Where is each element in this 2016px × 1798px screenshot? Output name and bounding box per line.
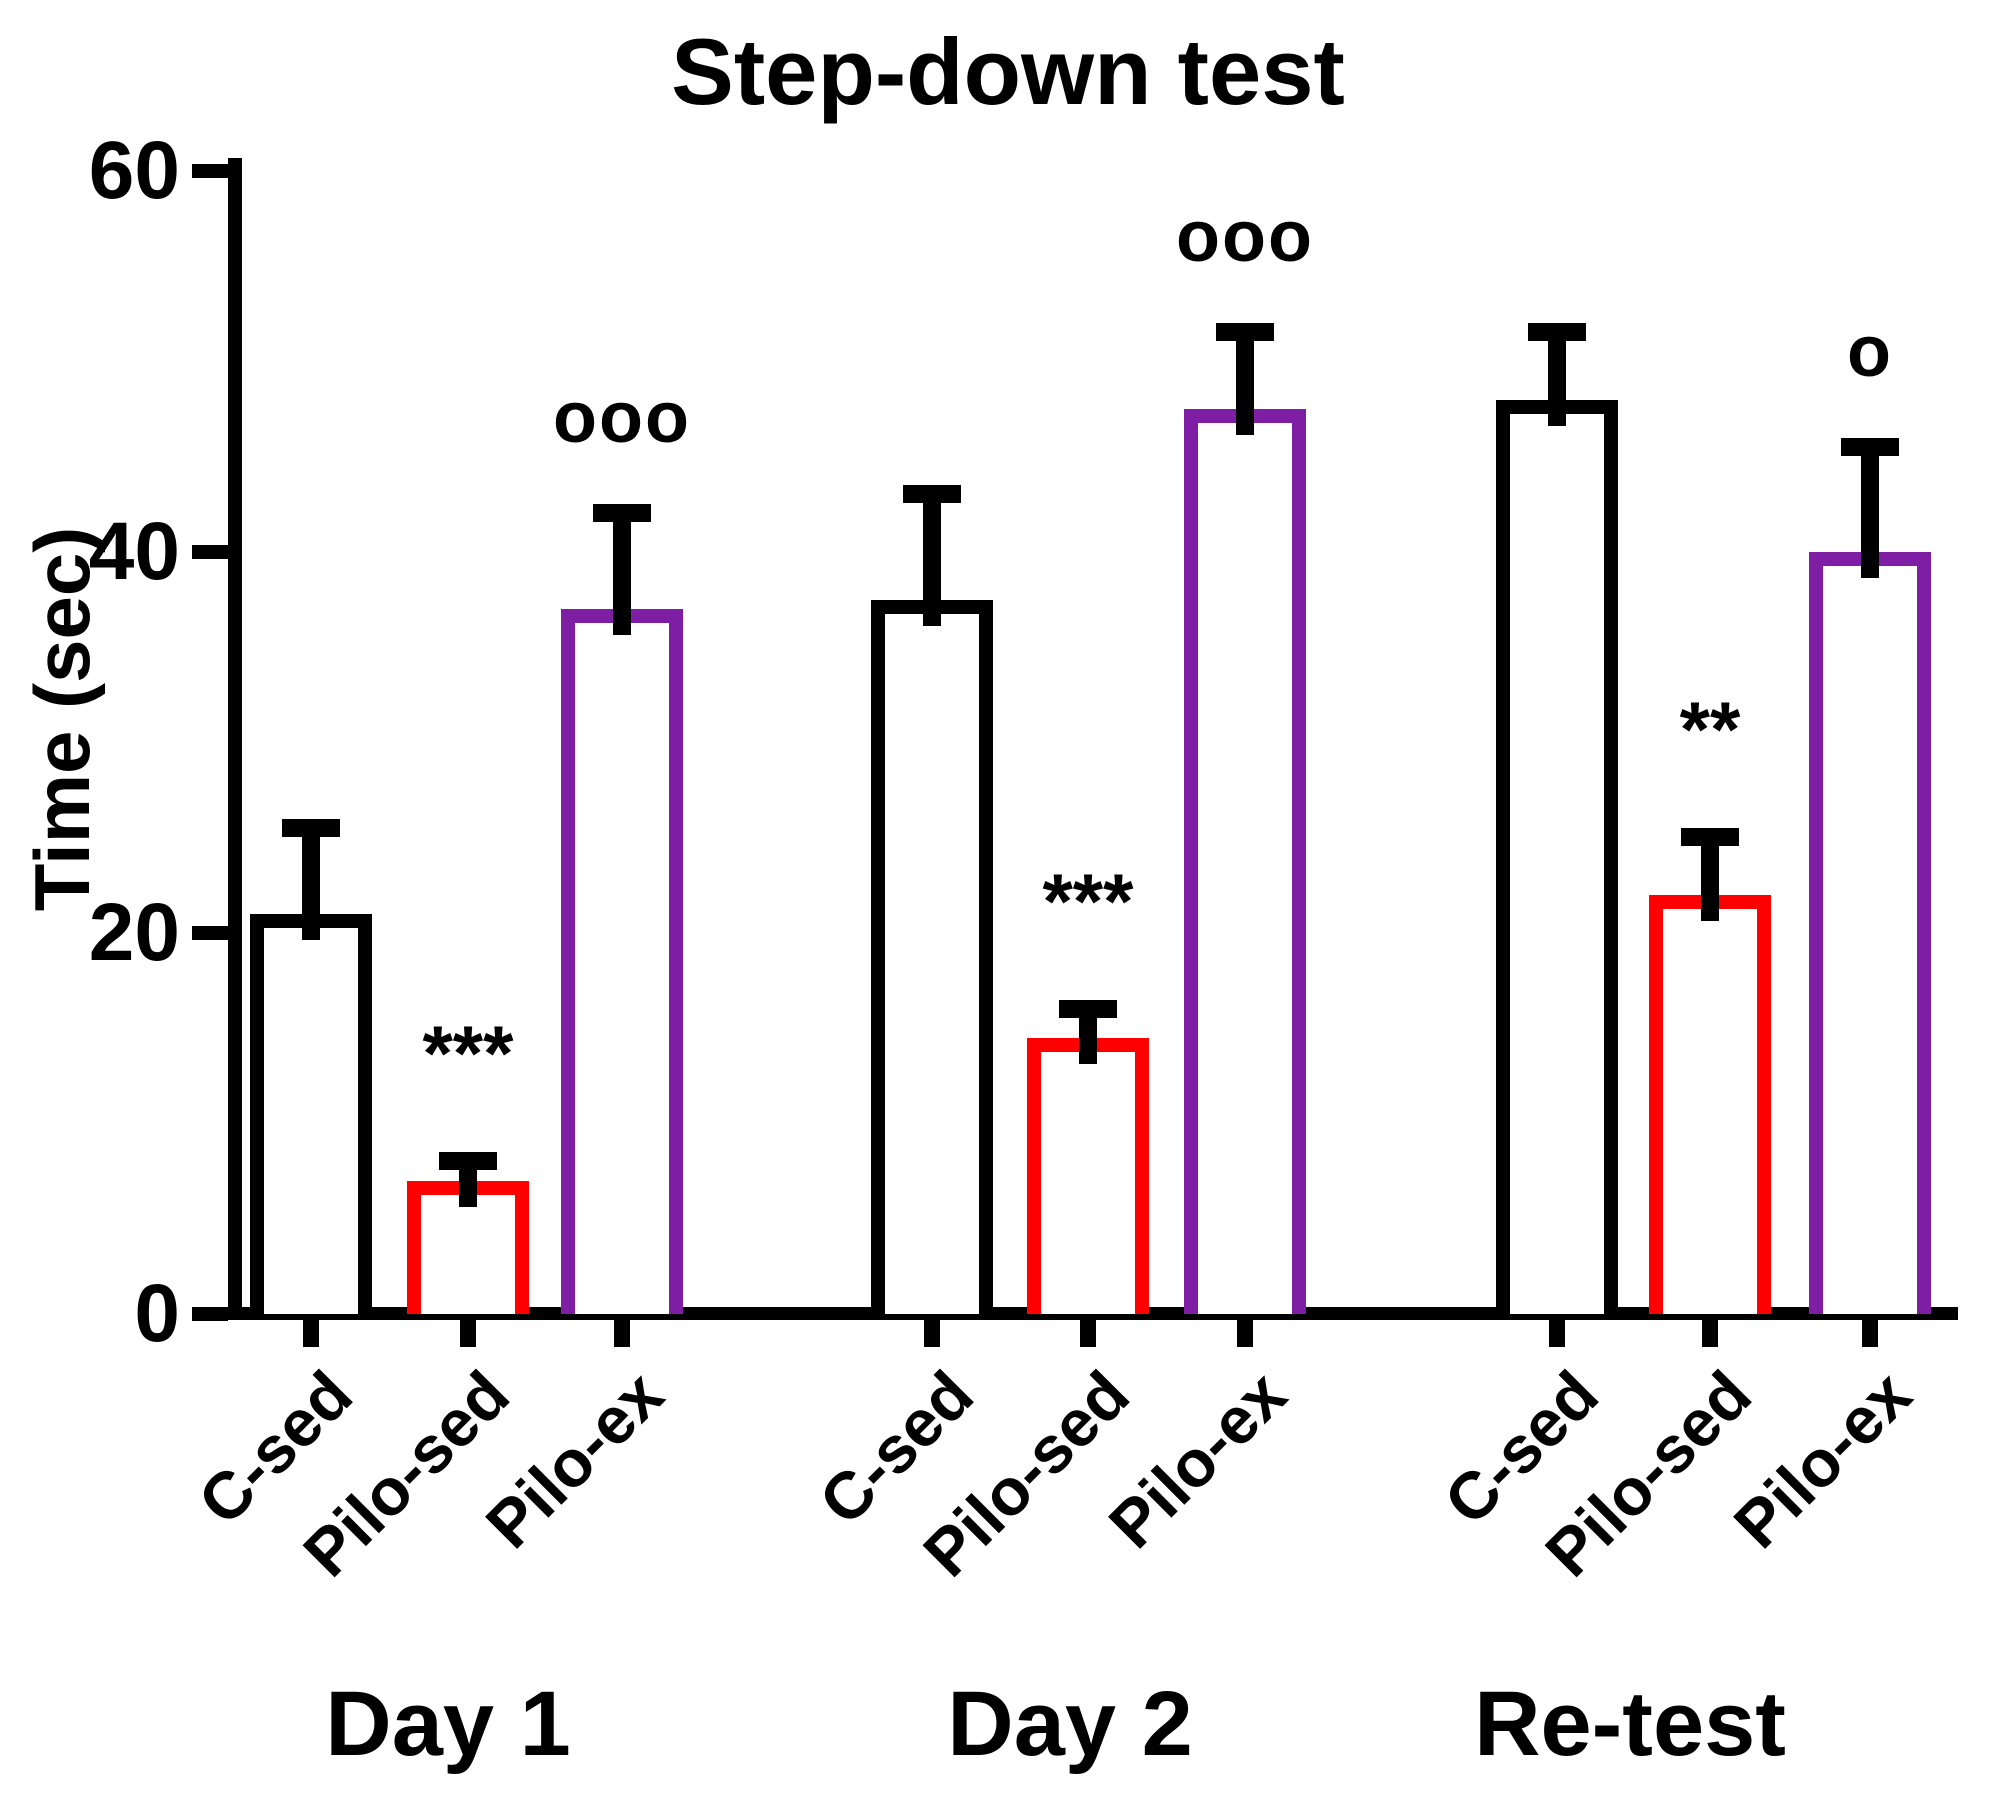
group-label-3: Re-test <box>1474 1673 1786 1775</box>
error-bar-stem <box>1548 337 1566 426</box>
x-tick <box>924 1320 940 1347</box>
x-tick <box>1549 1320 1565 1347</box>
bar-c-sed-group3 <box>1496 399 1618 1314</box>
x-tick <box>1080 1320 1096 1347</box>
error-bar-stem <box>1236 337 1254 436</box>
y-axis-line <box>228 158 242 1320</box>
error-bar-stem <box>923 499 941 626</box>
x-tick <box>614 1320 630 1347</box>
error-bar-stem <box>1701 842 1719 921</box>
y-tick <box>192 926 228 940</box>
x-tick <box>1237 1320 1253 1347</box>
y-tick-label: 20 <box>88 887 180 978</box>
y-tick <box>192 545 228 559</box>
x-tick <box>1702 1320 1718 1347</box>
chart-title: Step-down test <box>671 19 1345 124</box>
bar-pilo-ex-group3 <box>1809 552 1931 1314</box>
y-tick-label: 60 <box>88 125 180 216</box>
error-bar-cap <box>1841 437 1899 456</box>
error-bar-stem <box>1861 451 1879 578</box>
x-tick <box>1862 1320 1878 1347</box>
y-tick-label: 40 <box>88 506 180 597</box>
error-bar-cap <box>593 504 651 523</box>
error-bar-cap <box>439 1152 497 1171</box>
error-bar-cap <box>282 818 340 837</box>
significance-annotation: *** <box>1042 856 1134 945</box>
x-tick <box>303 1320 319 1347</box>
error-bar-stem <box>459 1166 477 1207</box>
y-tick-label: 0 <box>134 1268 180 1359</box>
error-bar-cap <box>1528 323 1586 342</box>
error-bar-stem <box>302 832 320 940</box>
error-bar-cap <box>1681 828 1739 847</box>
group-label-1: Day 1 <box>325 1673 571 1775</box>
bar-c-sed-group2 <box>871 599 993 1314</box>
error-bar-cap <box>903 485 961 504</box>
bar-pilo-sed-group3 <box>1649 894 1771 1314</box>
error-bar-stem <box>1079 1013 1097 1064</box>
group-label-2: Day 2 <box>947 1673 1193 1775</box>
bar-pilo-ex-group1 <box>561 609 683 1314</box>
y-tick <box>192 164 228 178</box>
bar-c-sed-group1 <box>250 913 372 1314</box>
bar-pilo-sed-group2 <box>1027 1037 1149 1314</box>
significance-annotation: ** <box>1679 685 1741 774</box>
x-tick <box>460 1320 476 1347</box>
error-bar-stem <box>613 518 631 636</box>
bar-pilo-ex-group2 <box>1184 409 1306 1314</box>
significance-annotation: ooo <box>1176 197 1314 278</box>
significance-annotation: o <box>1847 311 1893 392</box>
error-bar-cap <box>1059 999 1117 1018</box>
error-bar-cap <box>1216 323 1274 342</box>
y-tick <box>192 1307 228 1321</box>
significance-annotation: *** <box>422 1009 514 1098</box>
significance-annotation: ooo <box>553 378 691 459</box>
